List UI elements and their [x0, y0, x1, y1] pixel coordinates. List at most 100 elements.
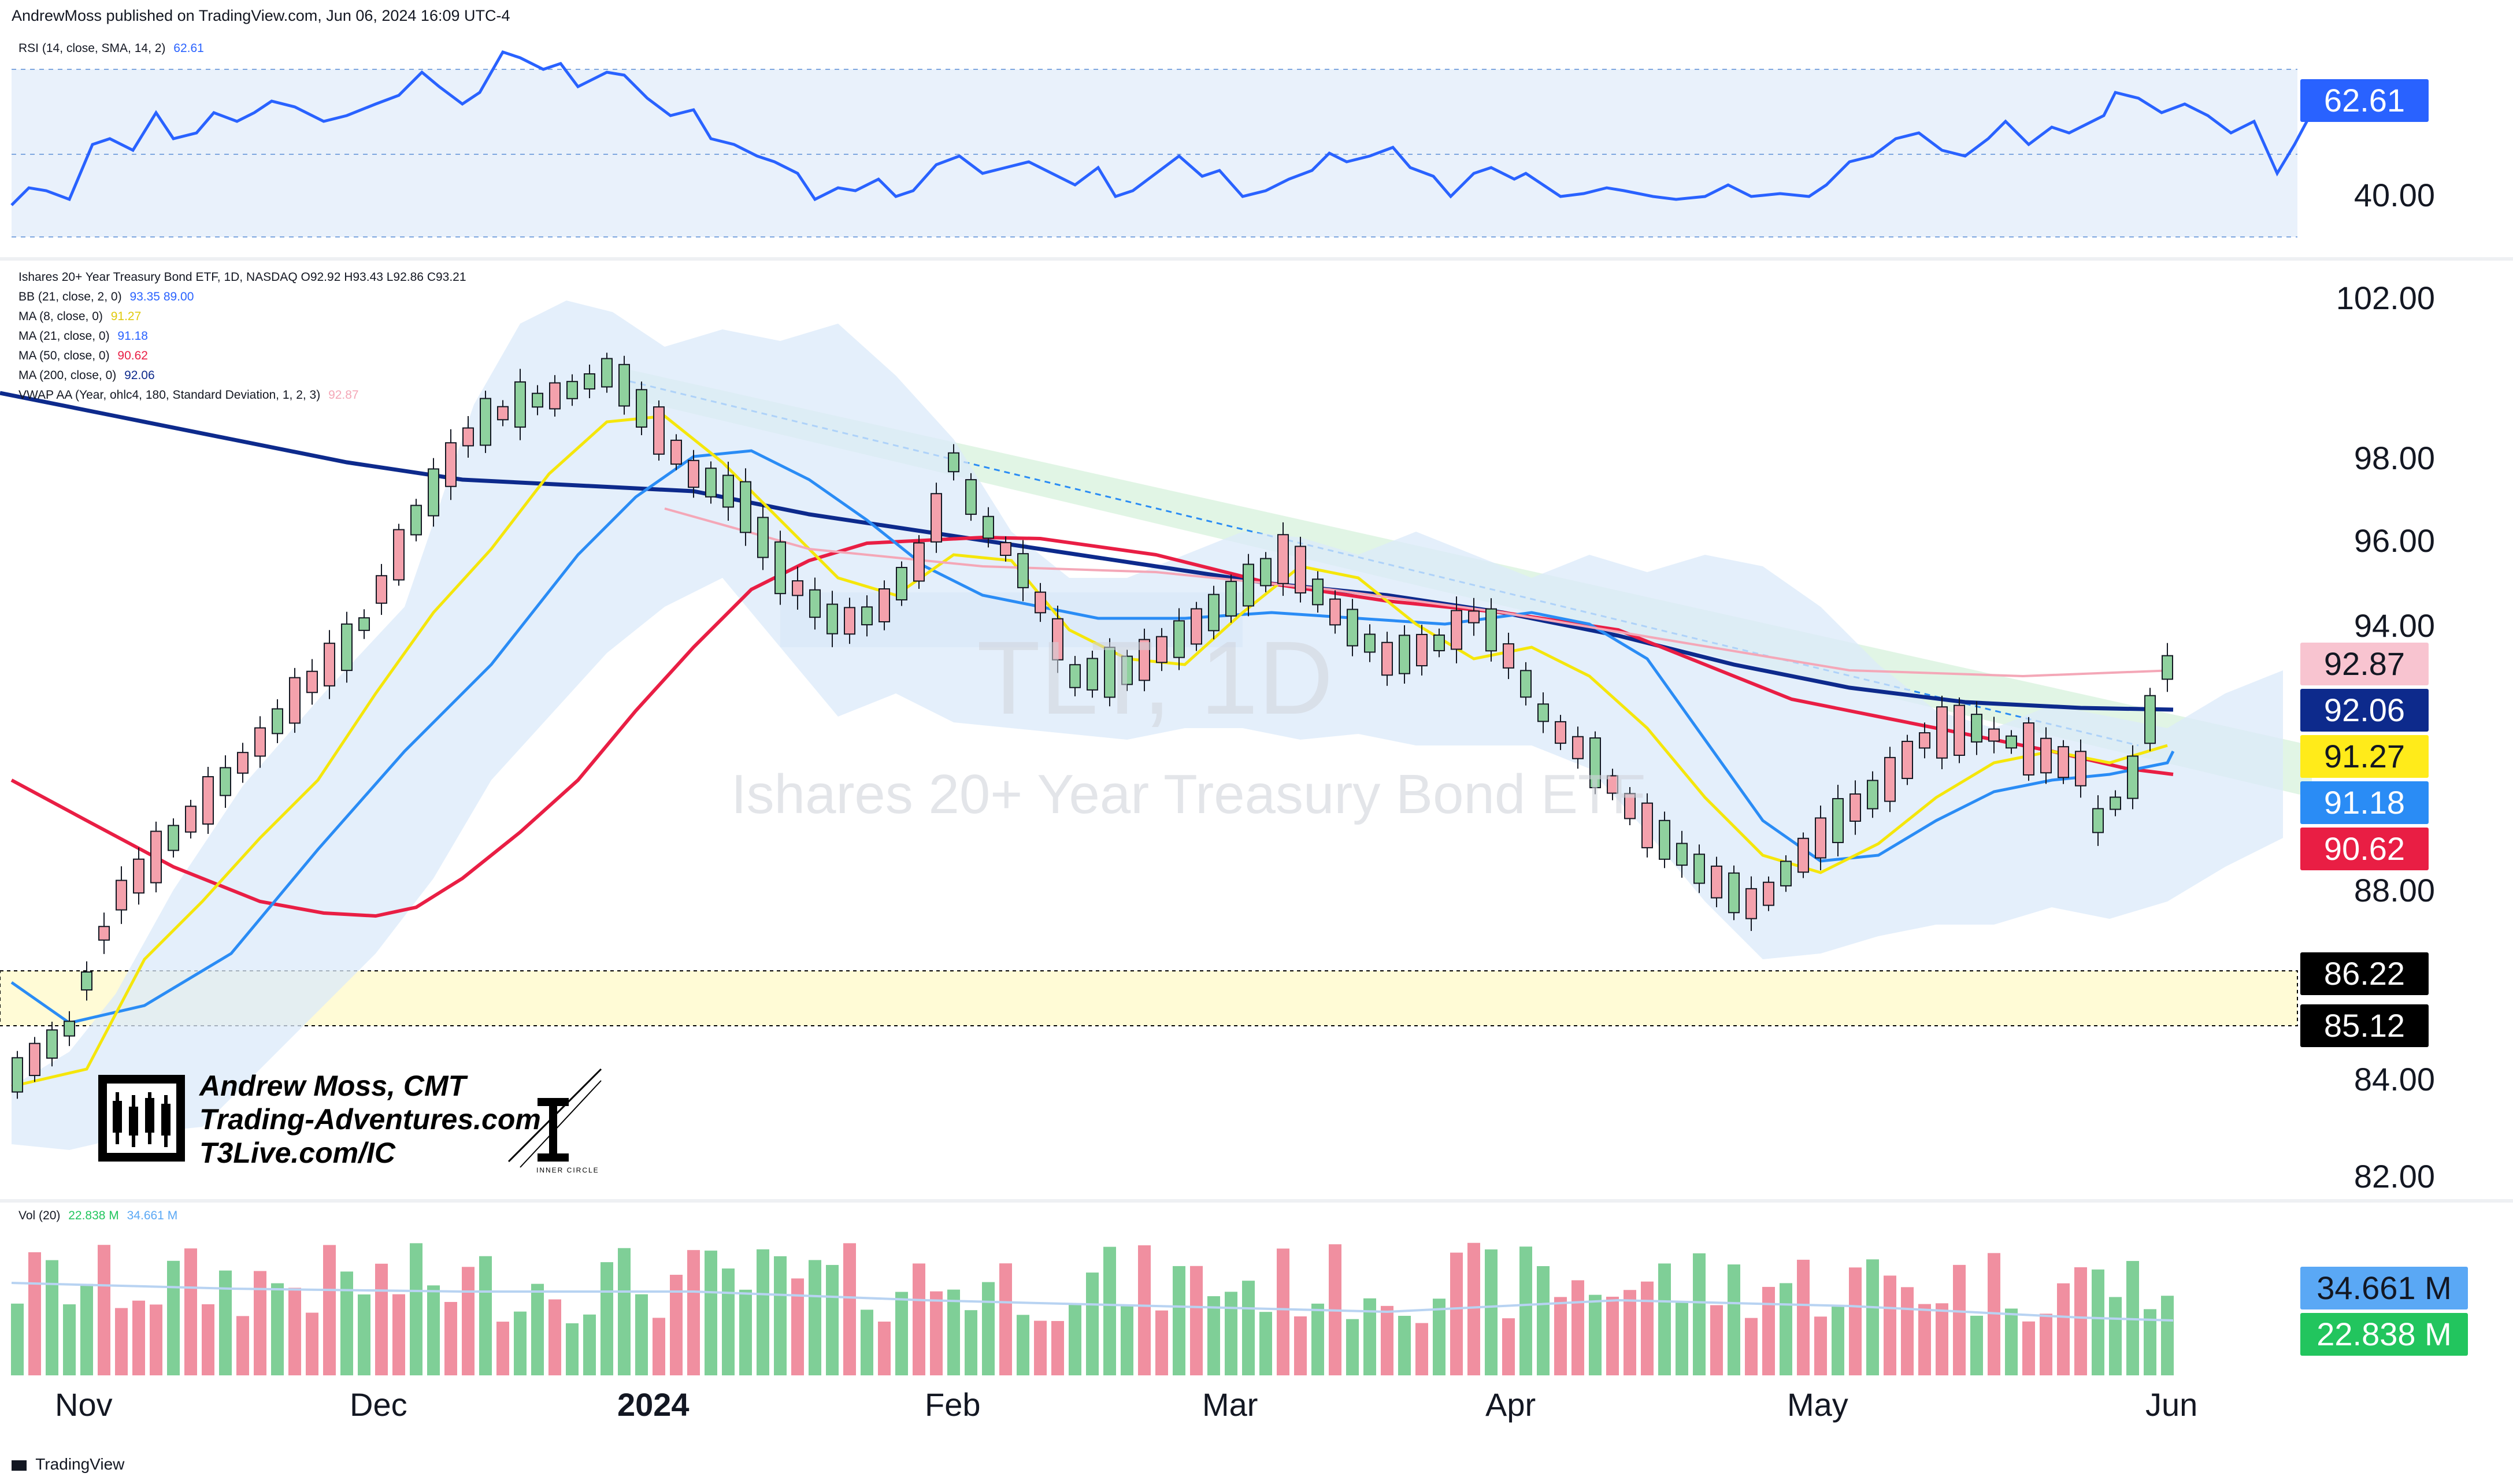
volume-bar — [150, 1304, 162, 1375]
volume-bar — [28, 1252, 41, 1375]
volume-bar — [1363, 1298, 1376, 1375]
candle-body — [1607, 775, 1618, 794]
candle-body — [1832, 798, 1844, 843]
candle-body — [636, 389, 647, 428]
candle-body — [913, 542, 925, 582]
volume-bar — [1918, 1304, 1931, 1375]
candle-body — [497, 406, 509, 421]
volume-bar — [46, 1260, 58, 1375]
rsi-value-badge: 62.61 — [2300, 79, 2429, 122]
volume-bar — [1745, 1318, 1758, 1375]
ma200-price-badge: 92.06 — [2300, 689, 2429, 732]
pane-separator[interactable] — [0, 257, 2513, 261]
volume-bar — [1311, 1303, 1324, 1375]
candle-body — [1451, 610, 1462, 650]
candle-body — [46, 1029, 58, 1059]
volume-bar — [2161, 1296, 2174, 1375]
volume-bar — [1225, 1292, 1237, 1375]
candle-body — [740, 481, 751, 533]
tradingview-brand: TradingView — [35, 1455, 125, 1473]
candle-body — [1485, 608, 1497, 652]
ma200-legend-label: MA (200, close, 0) — [18, 369, 117, 382]
candle-body — [2075, 751, 2086, 786]
candle-body — [1520, 670, 1532, 698]
candle-body — [1503, 643, 1514, 669]
volume-bar — [1450, 1252, 1463, 1375]
ma8-legend-label: MA (8, close, 0) — [18, 310, 103, 323]
ticker-watermark: TLT, 1D — [977, 620, 1333, 736]
candle-body — [670, 439, 682, 465]
candle-body — [220, 767, 231, 796]
candle-body — [1745, 888, 1757, 919]
ma200-line — [0, 391, 2174, 712]
volume-bar — [306, 1312, 318, 1375]
volume-bar — [1242, 1281, 1255, 1375]
volume-bar — [1069, 1304, 1081, 1375]
volume-bar — [1693, 1253, 1706, 1375]
volume-bar — [1832, 1304, 1844, 1375]
candle-body — [2040, 737, 2052, 774]
candle-body — [549, 382, 561, 410]
author-site: Trading-Adventures.com — [199, 1103, 541, 1136]
volume-legend[interactable]: Vol (20) 22.838 M 34.661 M — [18, 1209, 177, 1223]
symbol-legend[interactable]: Ishares 20+ Year Treasury Bond ETF, 1D, … — [18, 270, 466, 284]
volume-bar — [219, 1270, 232, 1375]
volume-bar — [1676, 1303, 1688, 1375]
ma50-legend[interactable]: MA (50, close, 0) 90.62 — [18, 349, 148, 363]
volume-bar — [1624, 1290, 1636, 1375]
candle-body — [1693, 854, 1705, 884]
rsi-legend[interactable]: RSI (14, close, SMA, 14, 2) 62.61 — [18, 42, 204, 55]
volume-bar — [358, 1294, 370, 1375]
vwap-legend-value: 92.87 — [328, 388, 359, 402]
volume-bar — [913, 1263, 925, 1375]
ma200-legend[interactable]: MA (200, close, 0) 92.06 — [18, 369, 155, 383]
candle-body — [844, 607, 855, 635]
volume-bar — [202, 1304, 214, 1375]
volume-bar — [739, 1289, 752, 1375]
volume-bar — [1849, 1267, 1862, 1375]
price-axis-label: 82.00 — [2353, 1158, 2435, 1194]
volume-bar — [323, 1245, 336, 1375]
candle-body — [202, 776, 214, 825]
volume-bar — [1017, 1315, 1029, 1375]
candle-body — [1884, 756, 1896, 802]
pane-separator[interactable] — [0, 1199, 2513, 1203]
candle-body — [1416, 633, 1428, 667]
candle-body — [948, 452, 959, 473]
ma21-legend[interactable]: MA (21, close, 0) 91.18 — [18, 329, 148, 343]
volume-bar — [236, 1316, 249, 1375]
volume-bar — [1381, 1305, 1393, 1375]
volume-bar — [2144, 1309, 2156, 1375]
candle-body — [2127, 755, 2138, 799]
ma8-line — [11, 414, 2168, 1088]
candle-body — [1087, 658, 1098, 691]
tradingview-footer[interactable]: TradingView — [12, 1455, 124, 1474]
price-axis-label: 84.00 — [2353, 1061, 2435, 1097]
candle-body — [1035, 591, 1046, 614]
volume-bar — [1953, 1264, 1966, 1375]
candle-body — [98, 926, 110, 941]
candle-body — [1763, 881, 1774, 906]
candle-body — [410, 504, 422, 536]
volume-bar — [1814, 1316, 1827, 1375]
ma21-price-badge: 91.18 — [2300, 781, 2429, 824]
volume-bar — [1554, 1297, 1567, 1375]
volume-bar — [63, 1304, 76, 1375]
volume-bar — [1901, 1287, 1914, 1375]
candle-body — [1711, 865, 1722, 899]
vwap-legend[interactable]: VWAP AA (Year, ohlc4, 180, Standard Devi… — [18, 388, 359, 402]
candle-body — [1659, 819, 1670, 860]
ma21-legend-label: MA (21, close, 0) — [18, 329, 110, 343]
bollinger-band — [12, 300, 2283, 1150]
ma200-legend-value: 92.06 — [124, 369, 155, 382]
volume-bar — [583, 1314, 596, 1375]
ma8-legend[interactable]: MA (8, close, 0) 91.27 — [18, 310, 141, 324]
volume-bar — [566, 1323, 579, 1375]
candle-body — [2144, 695, 2156, 744]
bb-legend[interactable]: BB (21, close, 2, 0) 93.35 89.00 — [18, 290, 194, 304]
candle-body — [1208, 593, 1220, 632]
ma50-legend-label: MA (50, close, 0) — [18, 349, 110, 362]
rsi-legend-label: RSI (14, close, SMA, 14, 2) — [18, 42, 166, 55]
publish-info: AndrewMoss published on TradingView.com,… — [12, 7, 510, 24]
